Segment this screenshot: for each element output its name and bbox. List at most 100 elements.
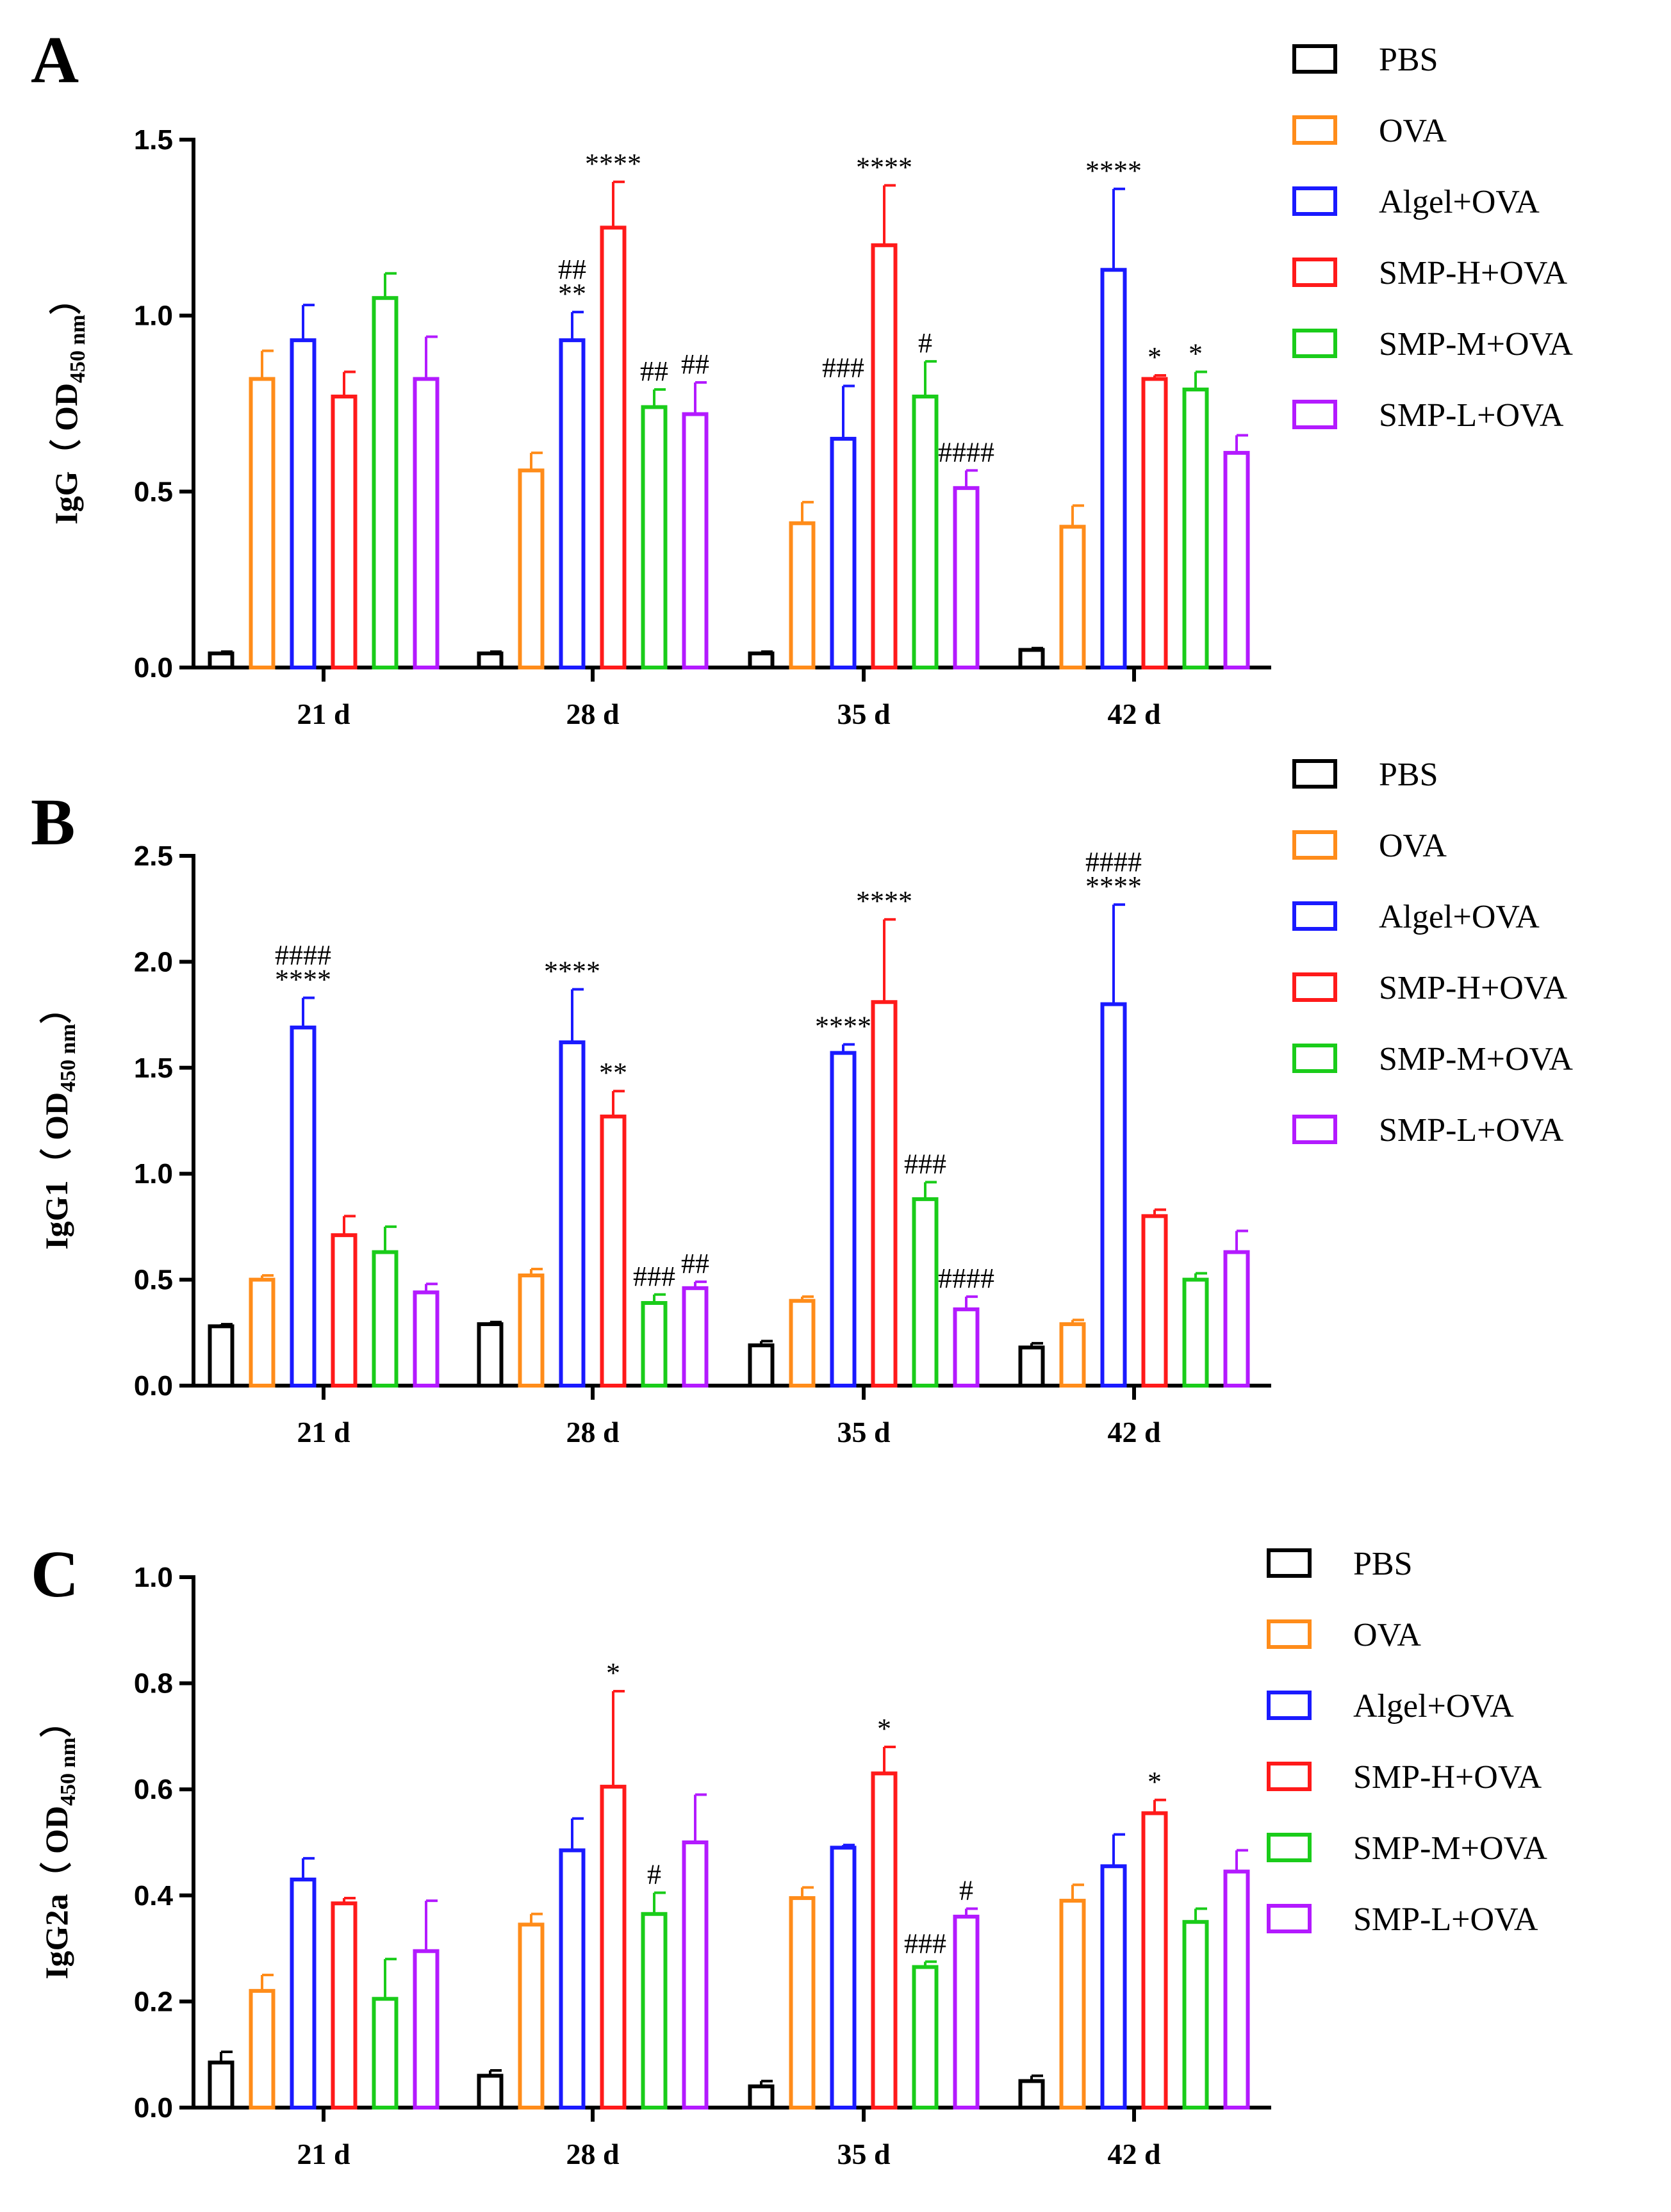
legend-swatch bbox=[1292, 830, 1337, 860]
bar bbox=[1059, 1899, 1086, 2110]
y-tick-label: 2.5 bbox=[134, 840, 173, 872]
bar bbox=[748, 651, 775, 670]
panel-letter: B bbox=[31, 785, 75, 859]
significance-label: * bbox=[877, 1713, 891, 1744]
bar bbox=[600, 225, 627, 670]
legend-label: OVA bbox=[1379, 828, 1447, 864]
bar bbox=[477, 1322, 504, 1388]
bar bbox=[1018, 1345, 1045, 1388]
x-tick-label: 42 d bbox=[1107, 2138, 1161, 2170]
bar bbox=[789, 521, 816, 669]
bar bbox=[1059, 525, 1086, 669]
bar bbox=[1141, 1811, 1168, 2110]
bar bbox=[249, 1277, 276, 1388]
significance-label: ### bbox=[822, 352, 864, 384]
significance-label: #### bbox=[275, 940, 331, 971]
bar bbox=[953, 1307, 980, 1388]
bar bbox=[1100, 268, 1127, 669]
y-tick-label: 0.6 bbox=[134, 1774, 173, 1805]
x-tick-label: 35 d bbox=[837, 2138, 891, 2170]
legend-swatch bbox=[1292, 44, 1337, 74]
x-tick-label: 42 d bbox=[1107, 698, 1161, 730]
significance-label: ### bbox=[633, 1261, 675, 1292]
bar bbox=[372, 296, 399, 669]
legend-label: SMP-L+OVA bbox=[1379, 1112, 1564, 1149]
y-tick-label: 2.0 bbox=[134, 946, 173, 978]
bar bbox=[518, 1273, 545, 1388]
legend-swatch bbox=[1292, 1115, 1337, 1144]
y-tick-label: 0.4 bbox=[134, 1880, 174, 1912]
legend-label: PBS bbox=[1353, 1546, 1413, 1582]
bar bbox=[1223, 1250, 1250, 1388]
legend-label: SMP-H+OVA bbox=[1379, 255, 1568, 291]
panel-B: B IgG1（ OD450 nm） 0.0 0.5 1.0 1.5 2.0 2.5 21 d 28… bbox=[31, 757, 1573, 1448]
legend-label: SMP-M+OVA bbox=[1379, 326, 1573, 363]
y-axis-label-main: IgG2a（ OD bbox=[38, 1806, 74, 1979]
legend-swatch bbox=[1267, 1762, 1312, 1791]
bar bbox=[1182, 388, 1209, 669]
y-axis-label-end: ） bbox=[48, 283, 84, 315]
significance-label: # bbox=[647, 1859, 661, 1890]
bar bbox=[600, 1114, 627, 1388]
bar bbox=[372, 1250, 399, 1388]
bar bbox=[208, 1324, 235, 1388]
legend-label: OVA bbox=[1379, 113, 1447, 149]
bar bbox=[372, 1997, 399, 2110]
legend-label: SMP-L+OVA bbox=[1379, 397, 1564, 434]
significance-label: * bbox=[606, 1657, 620, 1689]
significance-label: **** bbox=[856, 885, 912, 917]
bar bbox=[641, 405, 668, 669]
x-tick-label: 35 d bbox=[837, 1416, 891, 1448]
bar bbox=[559, 1040, 586, 1388]
bar bbox=[871, 1771, 898, 2110]
legend-swatch bbox=[1267, 1691, 1312, 1720]
significance-label: **** bbox=[544, 955, 600, 987]
x-tick-label: 42 d bbox=[1107, 1416, 1161, 1448]
bar bbox=[290, 1025, 317, 1388]
y-tick-label: 0.0 bbox=[134, 2092, 173, 2124]
bar bbox=[871, 1000, 898, 1388]
legend-swatch bbox=[1292, 1044, 1337, 1073]
bar bbox=[1182, 1920, 1209, 2110]
bar bbox=[953, 1914, 980, 2110]
bar bbox=[413, 1290, 440, 1388]
significance-label: **** bbox=[1085, 155, 1142, 186]
significance-label: ## bbox=[558, 254, 586, 285]
bar bbox=[413, 1949, 440, 2110]
legend-swatch bbox=[1267, 1619, 1312, 1649]
legend-label: Algel+OVA bbox=[1379, 899, 1540, 935]
significance-label: ** bbox=[599, 1057, 627, 1088]
y-tick-label: 1.0 bbox=[134, 300, 173, 332]
y-axis-label-subscript: 450 nm bbox=[56, 1737, 80, 1806]
bar bbox=[1059, 1322, 1086, 1388]
legend-swatch bbox=[1267, 1833, 1312, 1862]
significance-label: #### bbox=[938, 1263, 994, 1294]
bar bbox=[641, 1912, 668, 2110]
y-axis-label: IgG2a（ OD450 nm） bbox=[38, 1705, 80, 1979]
bar bbox=[912, 1965, 939, 2110]
panel-C: C IgG2a（ OD450 nm） 0.0 0.2 0.4 0.6 0.8 1.0 21 d 2… bbox=[31, 1537, 1547, 2170]
panel-letter: A bbox=[31, 23, 79, 97]
significance-label: **** bbox=[1085, 871, 1142, 902]
y-axis-label: IgG1（ OD450 nm） bbox=[38, 992, 80, 1250]
y-tick-label: 0.5 bbox=[134, 476, 173, 507]
panel-A: A IgG（ OD450 nm） 0.0 0.5 1.0 1.5 21 d 28 d 35 d 4… bbox=[31, 23, 1573, 730]
legend-label: PBS bbox=[1379, 42, 1438, 78]
legend-swatch bbox=[1292, 759, 1337, 789]
y-axis-label-main: IgG1（ OD bbox=[38, 1092, 74, 1250]
bar bbox=[748, 2084, 775, 2110]
y-tick-label: 0.8 bbox=[134, 1668, 173, 1700]
y-tick-label: 0.0 bbox=[134, 1370, 173, 1402]
legend-label: SMP-H+OVA bbox=[1353, 1759, 1542, 1796]
bar bbox=[789, 1299, 816, 1388]
legend-label: SMP-M+OVA bbox=[1353, 1830, 1547, 1867]
legend-label: Algel+OVA bbox=[1379, 184, 1540, 220]
significance-label: #### bbox=[938, 436, 994, 468]
bar bbox=[331, 1901, 358, 2110]
y-tick-label: 1.0 bbox=[134, 1158, 173, 1190]
legend-label: Algel+OVA bbox=[1353, 1688, 1514, 1725]
significance-label: # bbox=[959, 1875, 973, 1906]
y-tick-label: 1.5 bbox=[134, 124, 173, 156]
bar bbox=[912, 1197, 939, 1388]
